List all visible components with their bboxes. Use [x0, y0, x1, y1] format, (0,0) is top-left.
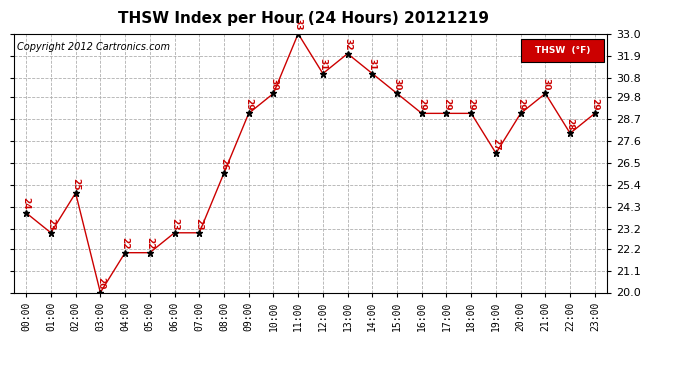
Text: 28: 28 — [566, 118, 575, 130]
Text: 22: 22 — [121, 237, 130, 250]
Text: 20: 20 — [96, 278, 105, 290]
Text: THSW  (°F): THSW (°F) — [535, 46, 591, 55]
Text: 32: 32 — [343, 38, 352, 51]
Text: 29: 29 — [466, 98, 475, 111]
Text: 29: 29 — [442, 98, 451, 111]
Text: 23: 23 — [46, 217, 55, 230]
FancyBboxPatch shape — [521, 39, 604, 62]
Text: 30: 30 — [269, 78, 278, 91]
Text: 29: 29 — [516, 98, 525, 111]
Text: 29: 29 — [244, 98, 253, 111]
Text: 26: 26 — [219, 158, 228, 170]
Text: 29: 29 — [417, 98, 426, 111]
Text: 27: 27 — [491, 138, 500, 150]
Text: 29: 29 — [591, 98, 600, 111]
Text: 31: 31 — [318, 58, 327, 71]
Text: THSW Index per Hour (24 Hours) 20121219: THSW Index per Hour (24 Hours) 20121219 — [118, 11, 489, 26]
Text: Copyright 2012 Cartronics.com: Copyright 2012 Cartronics.com — [17, 42, 170, 51]
Text: 30: 30 — [541, 78, 550, 91]
Text: 24: 24 — [21, 198, 30, 210]
Text: 33: 33 — [294, 18, 303, 31]
Text: 22: 22 — [146, 237, 155, 250]
Text: 30: 30 — [393, 78, 402, 91]
Text: 23: 23 — [170, 217, 179, 230]
Text: 23: 23 — [195, 217, 204, 230]
Text: 31: 31 — [368, 58, 377, 71]
Text: 25: 25 — [71, 178, 80, 190]
